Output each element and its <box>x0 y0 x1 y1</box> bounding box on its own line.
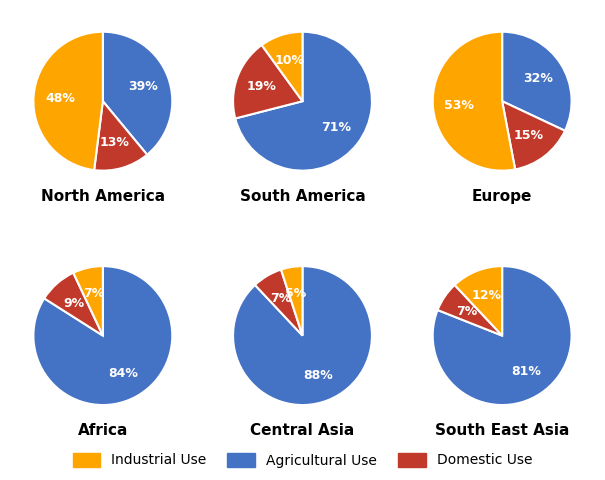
Text: 15%: 15% <box>514 129 543 142</box>
Text: 71%: 71% <box>321 121 352 134</box>
Text: 12%: 12% <box>471 289 502 302</box>
Text: 7%: 7% <box>456 305 477 318</box>
Text: 13%: 13% <box>100 136 130 149</box>
Wedge shape <box>233 266 372 405</box>
Wedge shape <box>437 285 502 336</box>
Title: South East Asia: South East Asia <box>435 423 569 438</box>
Text: 53%: 53% <box>444 99 474 112</box>
Wedge shape <box>502 101 565 169</box>
Wedge shape <box>433 32 515 171</box>
Wedge shape <box>235 32 372 171</box>
Wedge shape <box>33 266 172 405</box>
Title: Central Asia: Central Asia <box>250 423 355 438</box>
Title: South America: South America <box>240 189 365 204</box>
Text: 84%: 84% <box>109 367 139 380</box>
Wedge shape <box>502 32 572 131</box>
Wedge shape <box>262 32 302 101</box>
Text: 48%: 48% <box>45 92 75 105</box>
Text: 39%: 39% <box>128 80 159 93</box>
Title: Africa: Africa <box>77 423 128 438</box>
Text: 9%: 9% <box>64 297 85 310</box>
Title: North America: North America <box>41 189 165 204</box>
Wedge shape <box>454 266 502 336</box>
Text: 7%: 7% <box>270 292 291 305</box>
Wedge shape <box>94 101 147 171</box>
Wedge shape <box>73 266 103 336</box>
Text: 88%: 88% <box>304 369 333 382</box>
Wedge shape <box>433 266 572 405</box>
Wedge shape <box>281 266 302 336</box>
Text: 32%: 32% <box>523 72 554 84</box>
Text: 81%: 81% <box>511 365 541 378</box>
Title: Europe: Europe <box>472 189 532 204</box>
Text: 19%: 19% <box>247 80 277 93</box>
Text: 5%: 5% <box>285 287 306 300</box>
Wedge shape <box>233 45 302 119</box>
Text: 7%: 7% <box>83 287 104 300</box>
Wedge shape <box>255 270 302 336</box>
Legend: Industrial Use, Agricultural Use, Domestic Use: Industrial Use, Agricultural Use, Domest… <box>67 447 538 473</box>
Wedge shape <box>33 32 103 170</box>
Text: 10%: 10% <box>274 54 304 67</box>
Wedge shape <box>44 273 103 336</box>
Wedge shape <box>103 32 172 155</box>
